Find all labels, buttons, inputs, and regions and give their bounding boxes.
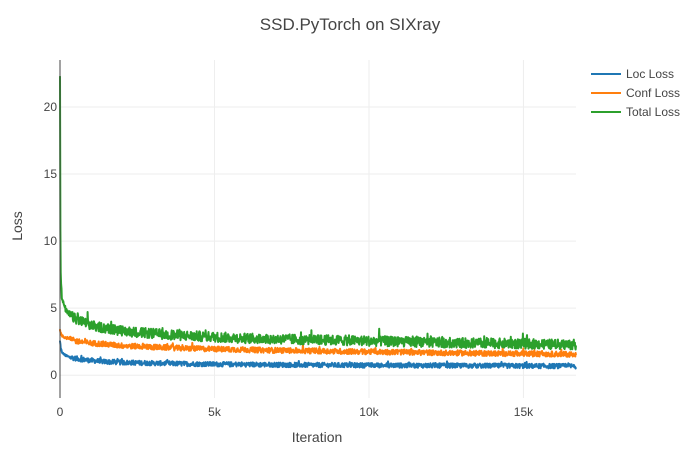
series-line-conf-loss	[59, 328, 577, 358]
y-tick-label: 0	[50, 368, 57, 382]
legend-label: Loc Loss	[626, 67, 674, 81]
legend-item[interactable]: Total Loss	[591, 105, 680, 119]
legend-label: Conf Loss	[626, 86, 680, 100]
plot-area	[59, 76, 577, 370]
grid-lines	[60, 60, 576, 398]
legend[interactable]: Loc Loss Conf Loss Total Loss	[591, 67, 680, 119]
legend-item[interactable]: Conf Loss	[591, 86, 680, 100]
axes: 0 5 10 15 20 0 5k 10k 15k	[44, 60, 534, 419]
y-tick-label: 15	[44, 167, 58, 181]
x-tick-label: 15k	[514, 405, 534, 419]
series-line-total-loss	[59, 76, 577, 351]
x-tick-label: 0	[57, 405, 64, 419]
legend-item[interactable]: Loc Loss	[591, 67, 674, 81]
chart-title: SSD.PyTorch on SIXray	[260, 15, 441, 34]
y-tick-label: 10	[44, 234, 58, 248]
legend-label: Total Loss	[626, 105, 680, 119]
x-axis-label: Iteration	[292, 429, 343, 445]
y-axis-label: Loss	[9, 211, 25, 241]
y-tick-label: 5	[50, 301, 57, 315]
x-tick-label: 10k	[359, 405, 379, 419]
series-line-loc-loss	[59, 340, 577, 370]
y-tick-label: 20	[44, 100, 58, 114]
x-tick-label: 5k	[208, 405, 222, 419]
